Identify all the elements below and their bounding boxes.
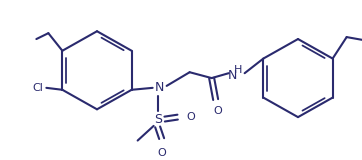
- Text: S: S: [153, 113, 162, 126]
- Text: O: O: [187, 112, 195, 122]
- Text: N: N: [228, 69, 237, 82]
- Text: N: N: [155, 81, 164, 94]
- Text: O: O: [157, 148, 166, 158]
- Text: Cl: Cl: [33, 83, 43, 93]
- Text: H: H: [233, 65, 242, 75]
- Text: O: O: [213, 106, 222, 116]
